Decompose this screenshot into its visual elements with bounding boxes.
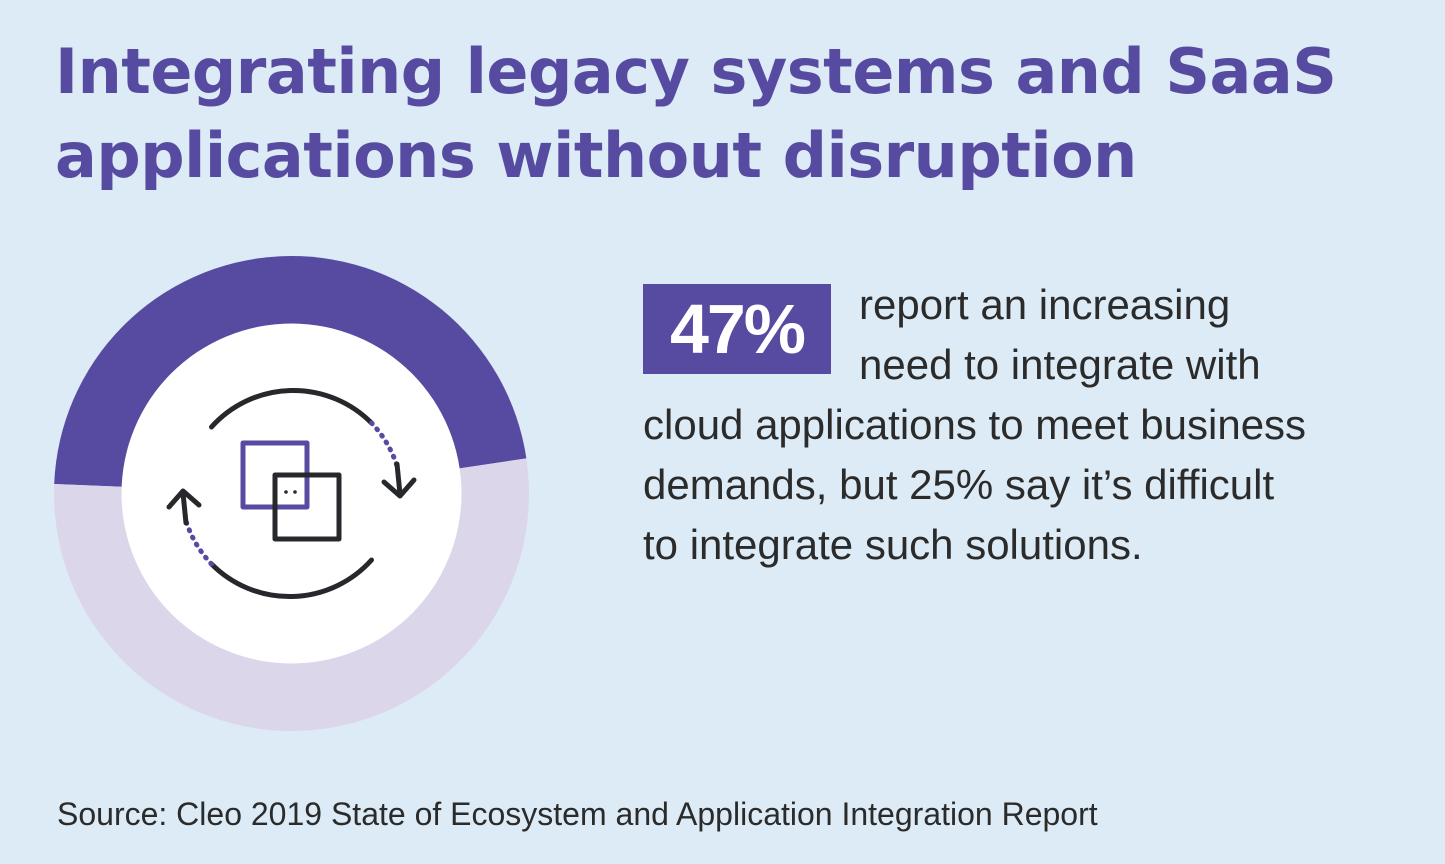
stat-line-1: report an increasing — [859, 281, 1231, 328]
title-line-1: Integrating legacy systems and SaaS — [55, 35, 1337, 108]
donut-chart — [54, 256, 529, 731]
stat-line-3: cloud applications to meet business — [643, 401, 1307, 448]
title-line-2: applications without disruption — [55, 119, 1137, 192]
sync-integration-icon — [166, 387, 417, 600]
stat-line-2: need to integrate with — [859, 341, 1261, 388]
stat-line-5: to integrate such solutions. — [643, 521, 1143, 568]
donut-hole — [121, 323, 462, 664]
stat-line-4: demands, but 25% say it’s difficult — [643, 461, 1275, 508]
stat-value-badge: 47% — [643, 284, 831, 374]
page-title: Integrating legacy systems and SaaS appl… — [55, 30, 1415, 198]
source-note: Source: Cleo 2019 State of Ecosystem and… — [57, 796, 1098, 832]
